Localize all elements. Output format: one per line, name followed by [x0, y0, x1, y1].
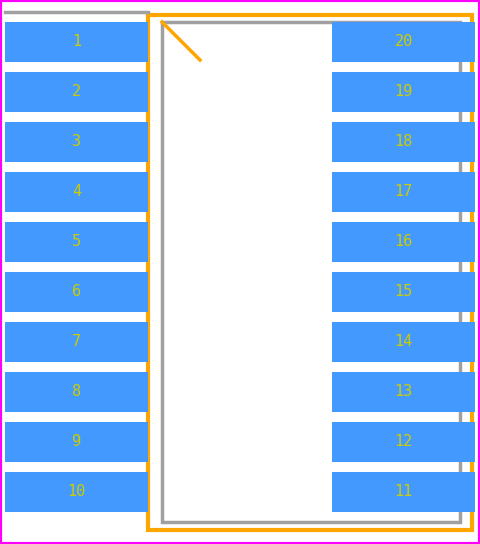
Text: 2: 2	[72, 84, 81, 100]
Bar	[332, 272, 475, 312]
Text: 6: 6	[72, 285, 81, 300]
Text: 4: 4	[72, 184, 81, 200]
Bar	[5, 472, 148, 512]
Bar	[5, 172, 148, 212]
Text: 13: 13	[395, 385, 413, 399]
Bar	[5, 372, 148, 412]
Bar	[332, 122, 475, 162]
Bar	[332, 422, 475, 462]
Text: 11: 11	[395, 485, 413, 499]
Text: 9: 9	[72, 435, 81, 449]
Text: 1: 1	[72, 34, 81, 50]
Text: 15: 15	[395, 285, 413, 300]
Bar	[332, 222, 475, 262]
Bar	[5, 122, 148, 162]
Text: 16: 16	[395, 234, 413, 250]
Text: 7: 7	[72, 335, 81, 349]
Bar	[332, 22, 475, 62]
Text: 20: 20	[395, 34, 413, 50]
Bar	[5, 422, 148, 462]
Text: 19: 19	[395, 84, 413, 100]
Text: 18: 18	[395, 134, 413, 150]
Bar	[5, 272, 148, 312]
Text: 10: 10	[67, 485, 85, 499]
Text: 5: 5	[72, 234, 81, 250]
Text: 17: 17	[395, 184, 413, 200]
Text: 3: 3	[72, 134, 81, 150]
Bar	[5, 72, 148, 112]
Bar	[5, 222, 148, 262]
Bar	[332, 372, 475, 412]
Text: 12: 12	[395, 435, 413, 449]
Bar	[332, 322, 475, 362]
Bar	[5, 322, 148, 362]
Bar	[162, 22, 460, 522]
Bar	[332, 172, 475, 212]
Bar	[5, 22, 148, 62]
Text: 14: 14	[395, 335, 413, 349]
Text: 8: 8	[72, 385, 81, 399]
Bar	[148, 15, 472, 530]
Bar	[332, 472, 475, 512]
Bar	[332, 72, 475, 112]
